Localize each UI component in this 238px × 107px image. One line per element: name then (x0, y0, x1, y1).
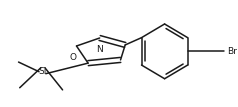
Text: N: N (96, 45, 103, 54)
Text: Br: Br (227, 47, 237, 56)
Text: Si: Si (39, 67, 47, 76)
Text: O: O (69, 53, 76, 62)
